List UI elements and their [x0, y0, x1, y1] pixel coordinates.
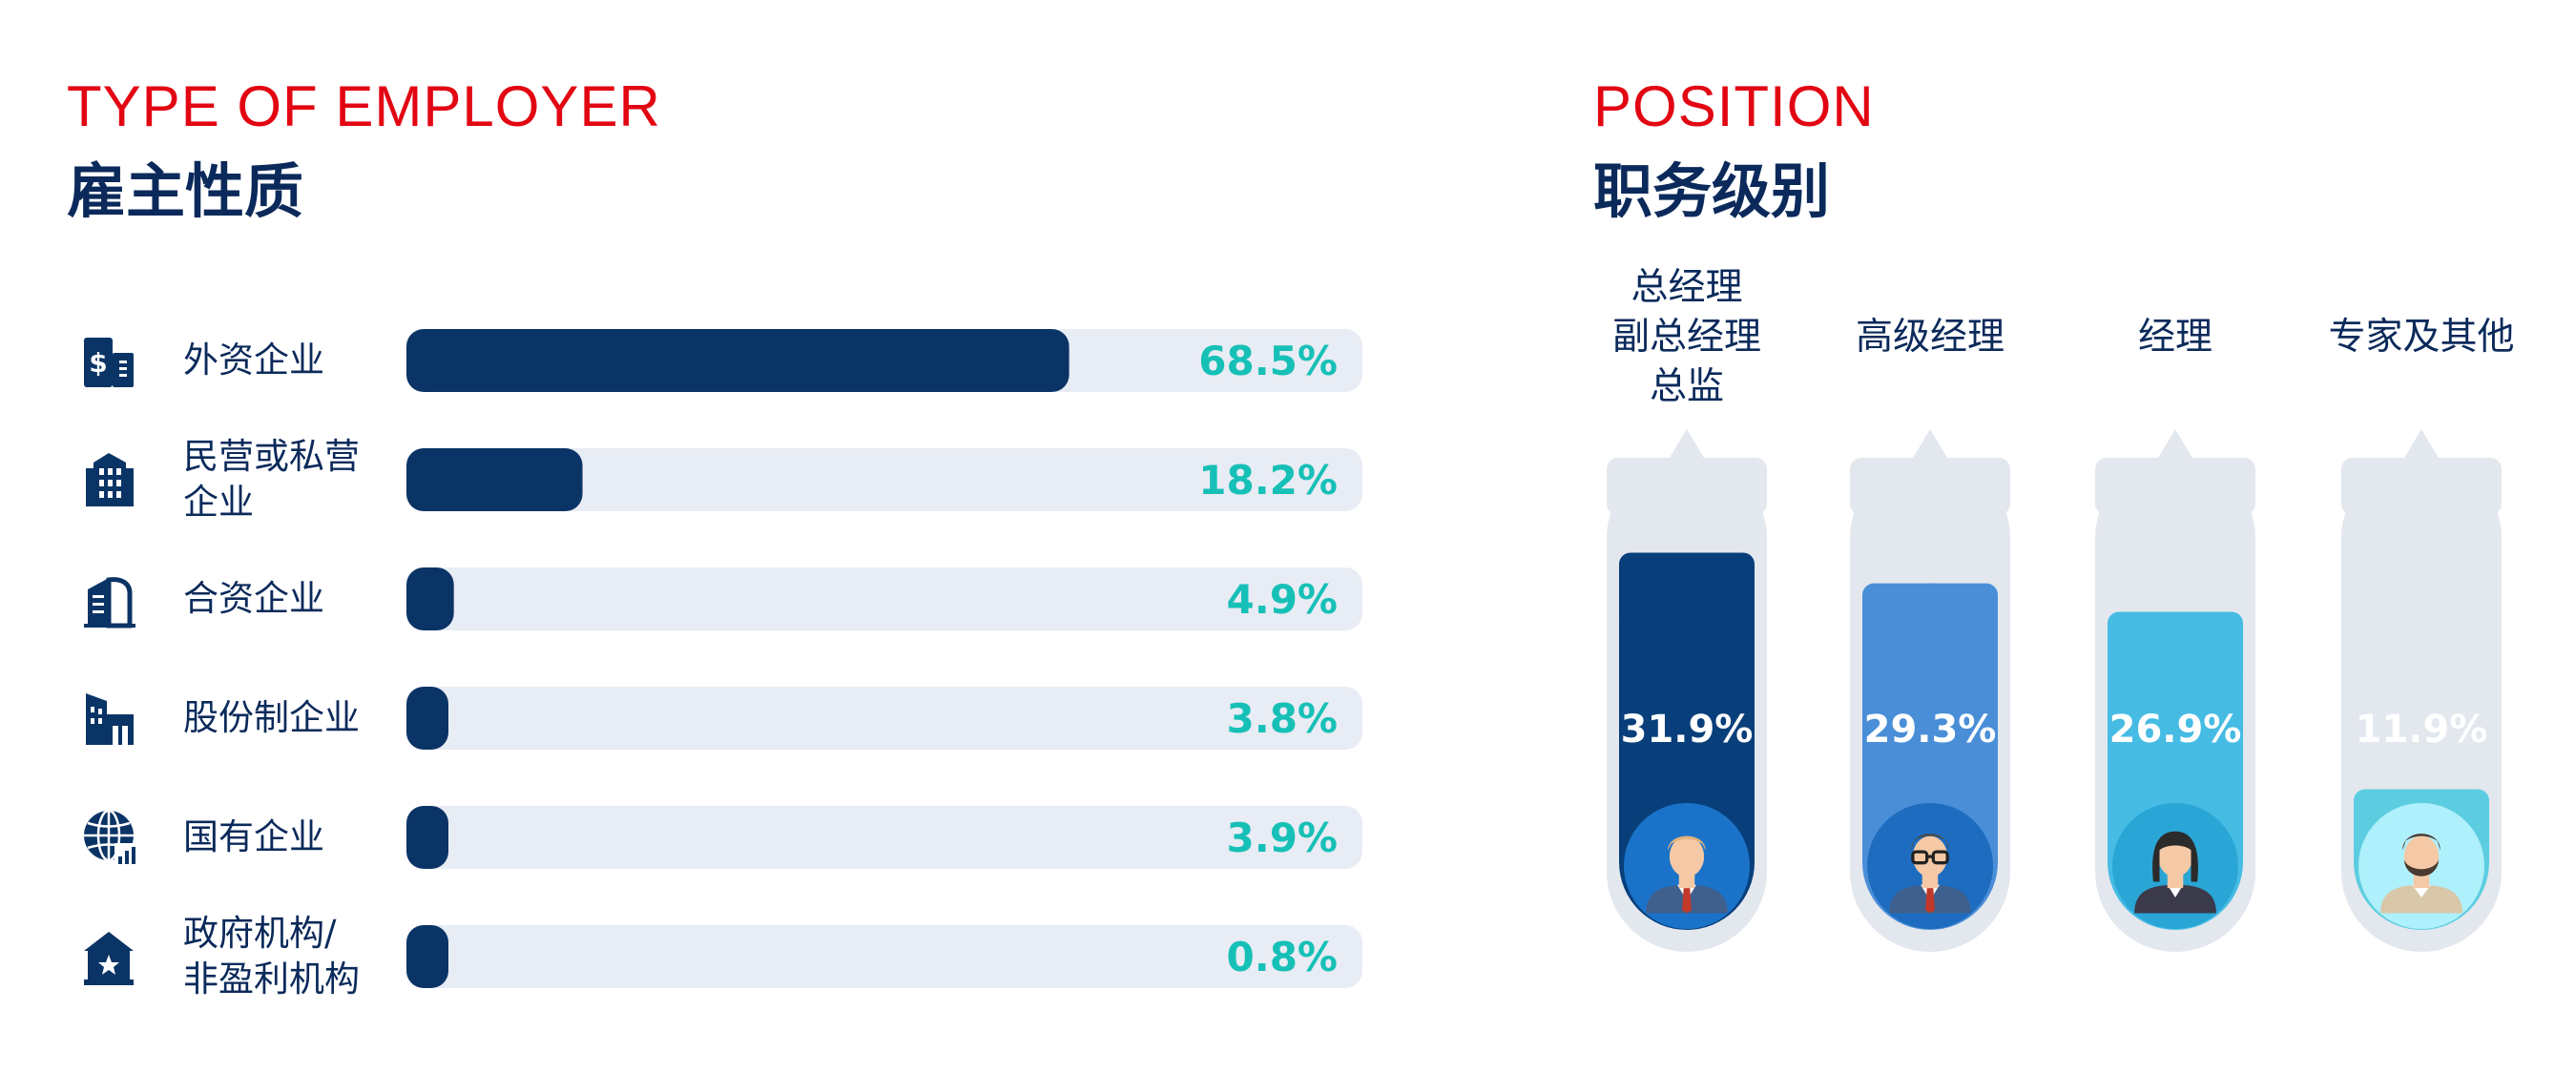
globe-chart-icon	[80, 807, 137, 868]
employer-bar-track	[406, 687, 1362, 750]
employer-value-label: 3.8%	[1227, 695, 1338, 742]
position-title-cn: 职务级别	[1593, 156, 1831, 226]
position-tube-cap	[1850, 458, 2010, 515]
employer-value-label: 4.9%	[1227, 576, 1338, 623]
employer-category-label: 政府机构/非盈利机构	[183, 911, 374, 1002]
position-category-line: 专家及其他	[2328, 316, 2515, 359]
government-building-icon	[80, 926, 137, 987]
employer-category-label: 合资企业	[183, 576, 374, 622]
dollar-building-icon: $	[80, 330, 137, 391]
employer-category-line: 外资企业	[183, 340, 324, 381]
position-value-label: 29.3%	[1864, 708, 1997, 752]
employer-bar	[406, 567, 454, 630]
position-tube-cap	[2341, 458, 2502, 515]
position-tube-pointer	[2404, 429, 2439, 458]
svg-text:$: $	[89, 347, 107, 379]
position-value-label: 26.9%	[2109, 708, 2242, 752]
position-category-label: 总经理 副总经理 总监	[1572, 263, 1801, 412]
position-bar-top	[1862, 583, 1998, 660]
position-title-en: POSITION	[1593, 74, 1875, 138]
employer-bar	[406, 687, 448, 750]
factory-building-icon	[80, 568, 137, 629]
position-tube-pointer	[2158, 429, 2192, 458]
businesswoman-icon	[2112, 803, 2238, 929]
employer-category-line: 合资企业	[183, 578, 324, 619]
employer-category-line: 非盈利机构	[183, 959, 360, 1000]
employer-bar	[406, 925, 448, 988]
position-category-label: 专家及其他	[2307, 313, 2536, 362]
employer-bar	[406, 329, 1070, 392]
corporate-building-icon	[80, 688, 137, 749]
position-category-line: 总经理	[1631, 266, 1743, 309]
employer-category-label: 股份制企业	[183, 695, 374, 741]
employer-bar-track	[406, 925, 1362, 988]
employer-title-en: TYPE OF EMPLOYER	[67, 74, 661, 138]
position-tube-cap	[2095, 458, 2255, 515]
glasses-man-icon	[1867, 803, 1993, 929]
position-value-label: 31.9%	[1621, 708, 1754, 752]
employer-bar-track	[406, 806, 1362, 869]
employer-category-label: 外资企业	[183, 338, 374, 383]
position-bar-top	[1619, 552, 1755, 629]
employer-bar	[406, 806, 448, 869]
position-category-line: 高级经理	[1855, 316, 2005, 359]
employer-category-line: 股份制企业	[183, 697, 360, 738]
position-category-label: 高级经理	[1816, 313, 2045, 362]
employer-bar	[406, 448, 583, 511]
employer-category-line: 企业	[183, 482, 254, 523]
position-value-label: 11.9%	[2356, 708, 2488, 752]
position-tube-pointer	[1913, 429, 1947, 458]
position-category-line: 总监	[1649, 365, 1724, 408]
employer-value-label: 18.2%	[1198, 457, 1338, 504]
employer-value-label: 3.9%	[1227, 814, 1338, 861]
position-tube-cap	[1607, 458, 1767, 515]
employer-category-line: 政府机构/	[183, 913, 337, 954]
position-category-label: 经理	[2061, 313, 2290, 362]
position-category-line: 副总经理	[1611, 316, 1761, 359]
position-category-line: 经理	[2137, 316, 2212, 359]
employer-value-label: 0.8%	[1227, 934, 1338, 980]
employer-category-label: 民营或私营 企业	[183, 434, 374, 526]
position-tube-pointer	[1670, 429, 1704, 458]
bearded-man-icon	[2358, 803, 2484, 929]
employer-bar-track	[406, 448, 1362, 511]
position-bar-top	[2108, 611, 2243, 689]
employer-title-cn: 雇主性质	[67, 156, 304, 226]
employer-value-label: 68.5%	[1198, 338, 1338, 384]
employer-category-line: 民营或私营	[183, 436, 360, 477]
employer-bar-track	[406, 567, 1362, 630]
employer-category-label: 国有企业	[183, 814, 374, 860]
businessman-icon	[1624, 803, 1750, 929]
employer-category-line: 国有企业	[183, 816, 324, 857]
office-building-icon	[80, 449, 137, 510]
